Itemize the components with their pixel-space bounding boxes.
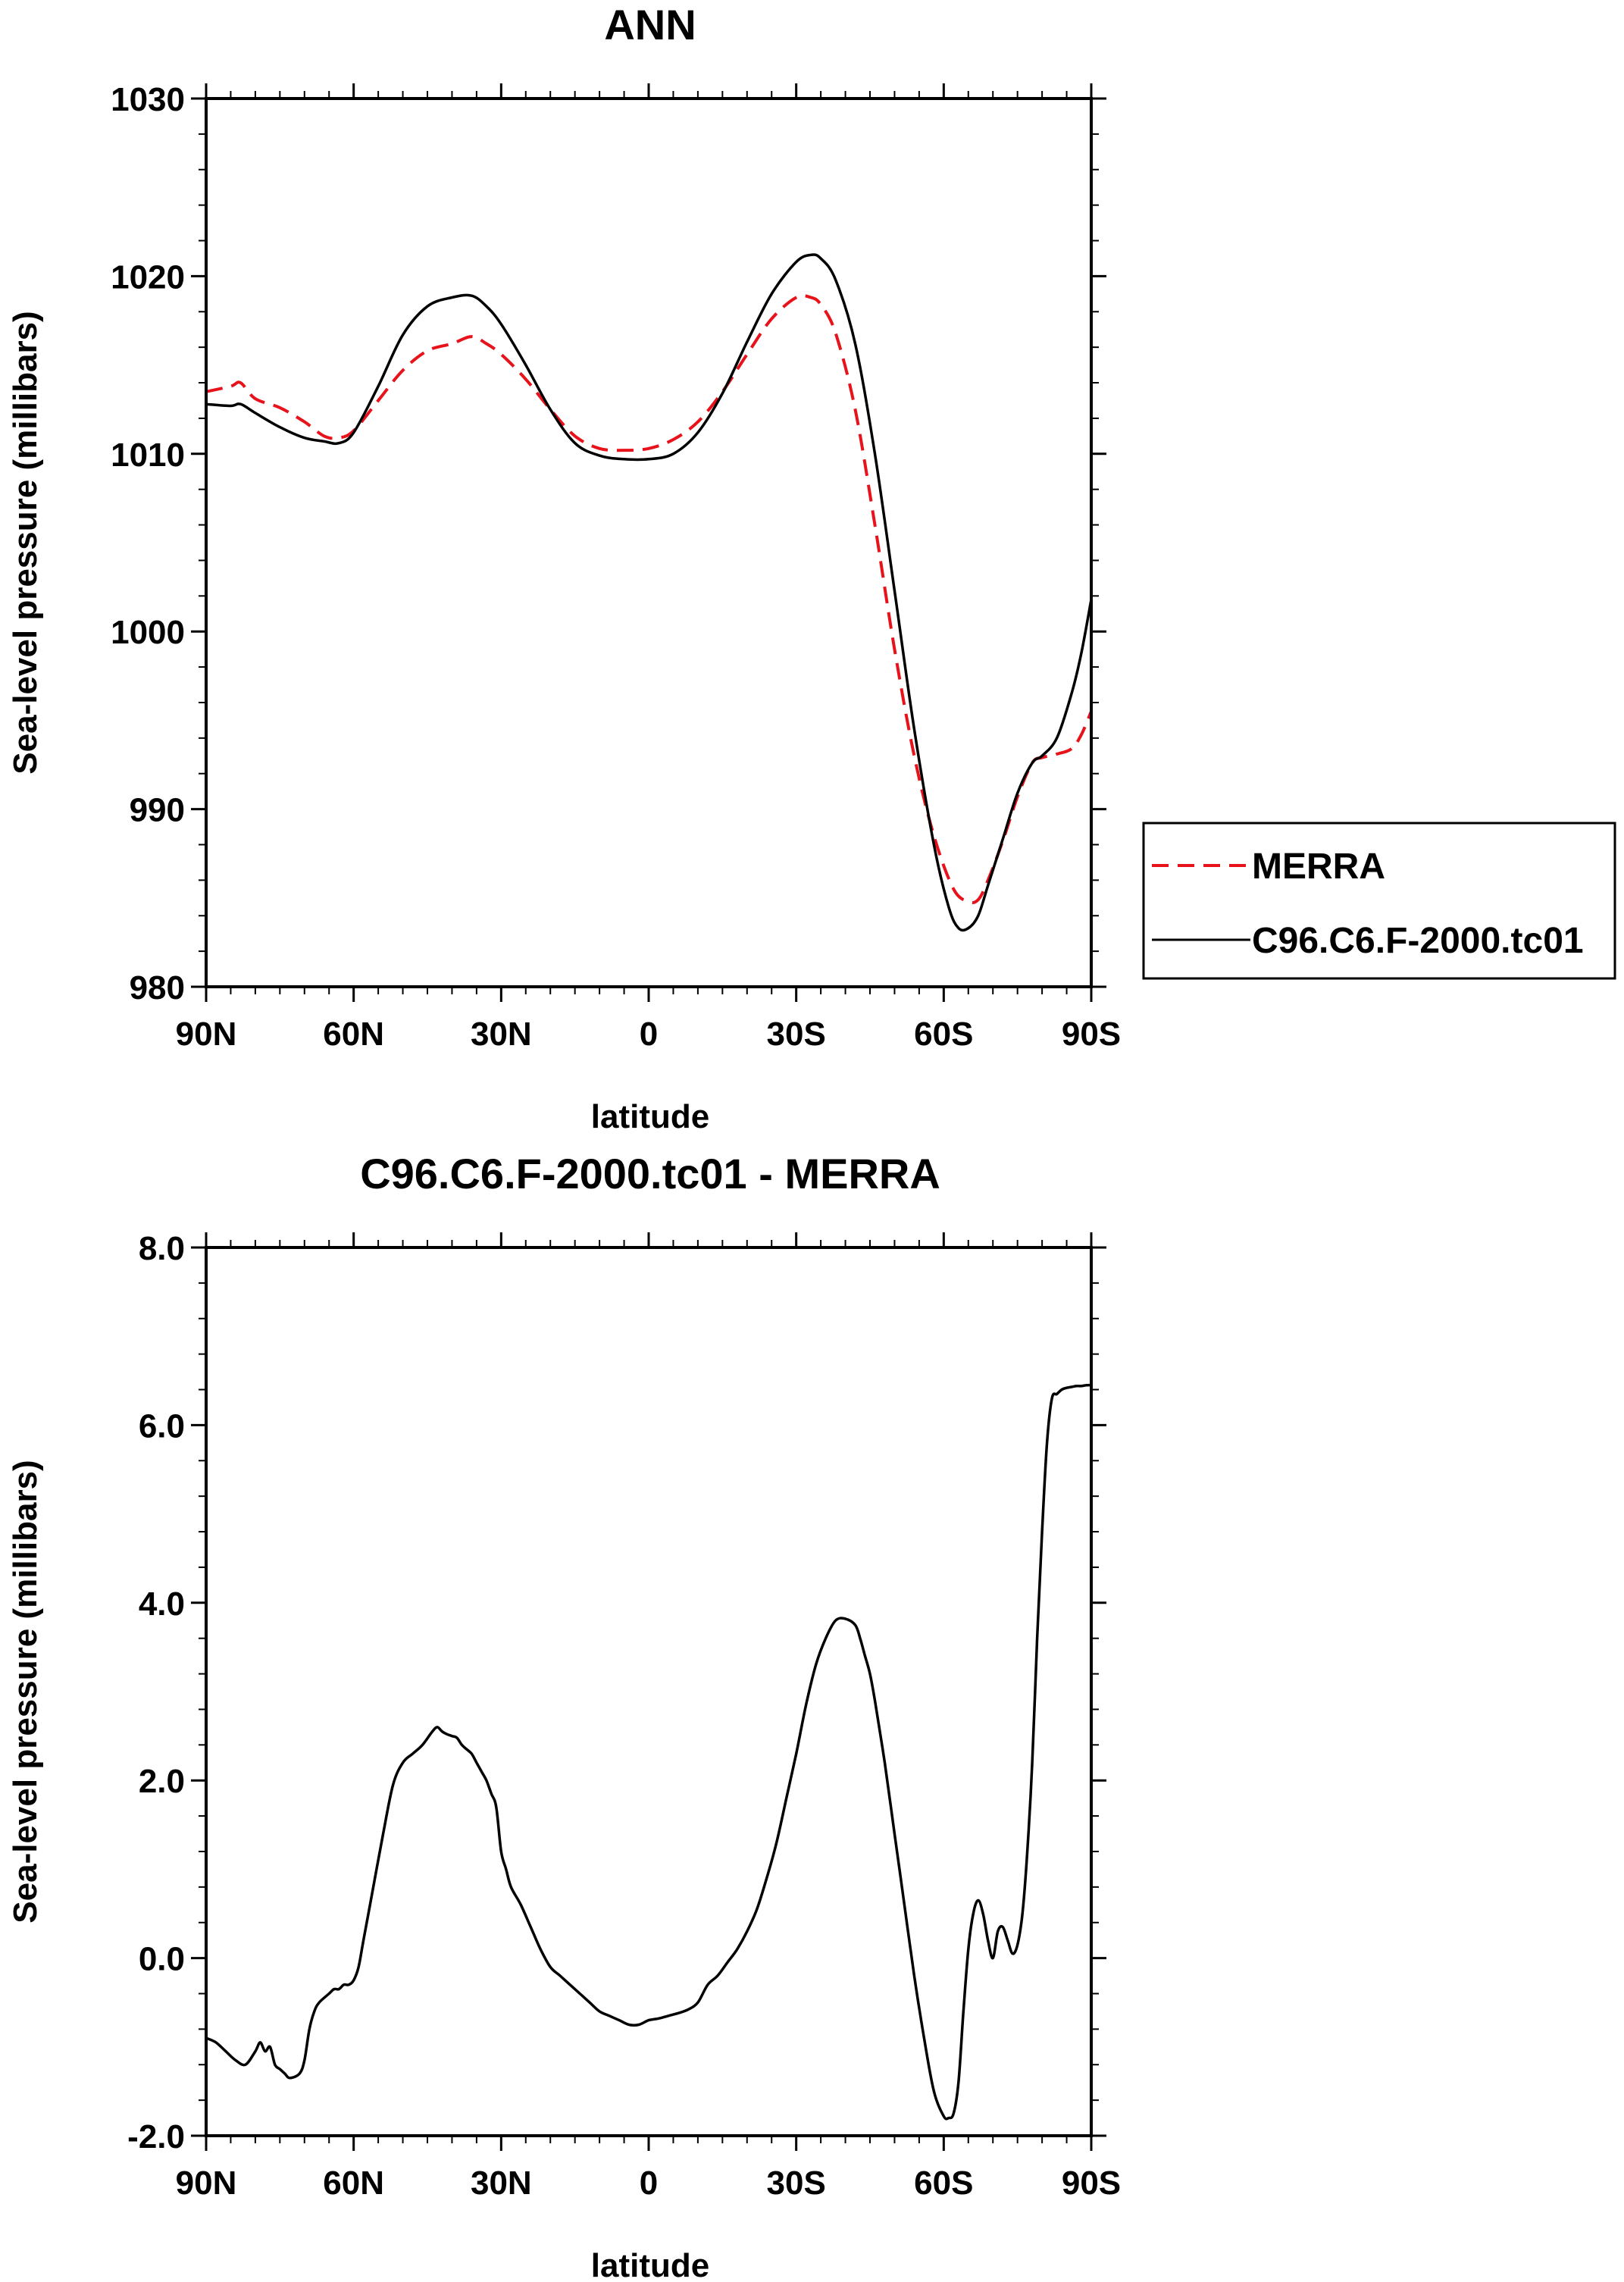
y-tick-label: 2.0 [139, 1763, 185, 1800]
y-tick-label: 1000 [111, 614, 185, 651]
y-tick-label: 4.0 [139, 1586, 185, 1623]
y-tick-label: 6.0 [139, 1407, 185, 1445]
legend-label-model: C96.C6.F-2000.tc01 [1252, 921, 1584, 961]
chart-title: ANN [604, 1, 696, 49]
legend: MERRA C96.C6.F-2000.tc01 [1142, 822, 1616, 980]
y-tick-label: 1020 [111, 258, 185, 296]
y-tick-label: 990 [130, 792, 185, 829]
series-line-difference [205, 1383, 1092, 2121]
chart-title: C96.C6.F-2000.tc01 - MERRA [360, 1150, 940, 1197]
x-tick-label: 90N [176, 2165, 237, 2202]
axis-ticks: 90N 60N 30N 0 30S 60S 90S -2.0 0.0 2.0 4.0 6.0 8.0 [127, 1230, 1121, 2202]
y-tick-label: 8.0 [139, 1230, 185, 1267]
x-tick-label: 90S [1062, 1016, 1121, 1053]
x-tick-label: 30S [767, 2165, 826, 2202]
x-tick-label: 60N [323, 2165, 384, 2202]
y-tick-label: 1010 [111, 437, 185, 474]
x-tick-label: 0 [640, 2165, 658, 2202]
x-tick-label: 30S [767, 1016, 826, 1053]
x-tick-label: 60N [323, 1016, 384, 1053]
x-axis-label: latitude [591, 2247, 709, 2282]
plot-area [205, 253, 1093, 932]
axis-ticks: 90N 60N 30N 0 30S 60S 90S 980 990 1000 1010 1020 103… [111, 81, 1121, 1053]
plot-frame [205, 1246, 1093, 2137]
x-axis-label: latitude [591, 1098, 709, 1135]
plot-area [205, 1383, 1092, 2121]
y-tick-label: -2.0 [127, 2118, 185, 2155]
x-tick-label: 90S [1062, 2165, 1121, 2202]
series-line-merra [205, 294, 1093, 904]
legend-box [1142, 822, 1616, 980]
x-tick-label: 30N [471, 2165, 532, 2202]
x-tick-label: 60S [914, 2165, 973, 2202]
x-tick-label: 60S [914, 1016, 973, 1053]
plot-frame [205, 97, 1093, 988]
panel-annual-slp: ANN 90N 60N 30N 0 30S 60S 90S 980 990 1000 1010 102… [7, 1, 1616, 1135]
x-tick-label: 0 [640, 1016, 658, 1053]
y-tick-label: 980 [130, 969, 185, 1006]
legend-label-merra: MERRA [1252, 847, 1385, 887]
y-tick-label: 0.0 [139, 1941, 185, 1978]
x-tick-label: 90N [176, 1016, 237, 1053]
series-line-model [205, 253, 1093, 932]
x-tick-label: 30N [471, 1016, 532, 1053]
y-axis-label: Sea-level pressure (millibars) [7, 1460, 44, 1923]
y-axis-label: Sea-level pressure (millibars) [7, 311, 44, 774]
y-tick-label: 1030 [111, 81, 185, 118]
panel-difference-slp: C96.C6.F-2000.tc01 - MERRA 90N 60N 30N 0 30S… [7, 1150, 1121, 2282]
